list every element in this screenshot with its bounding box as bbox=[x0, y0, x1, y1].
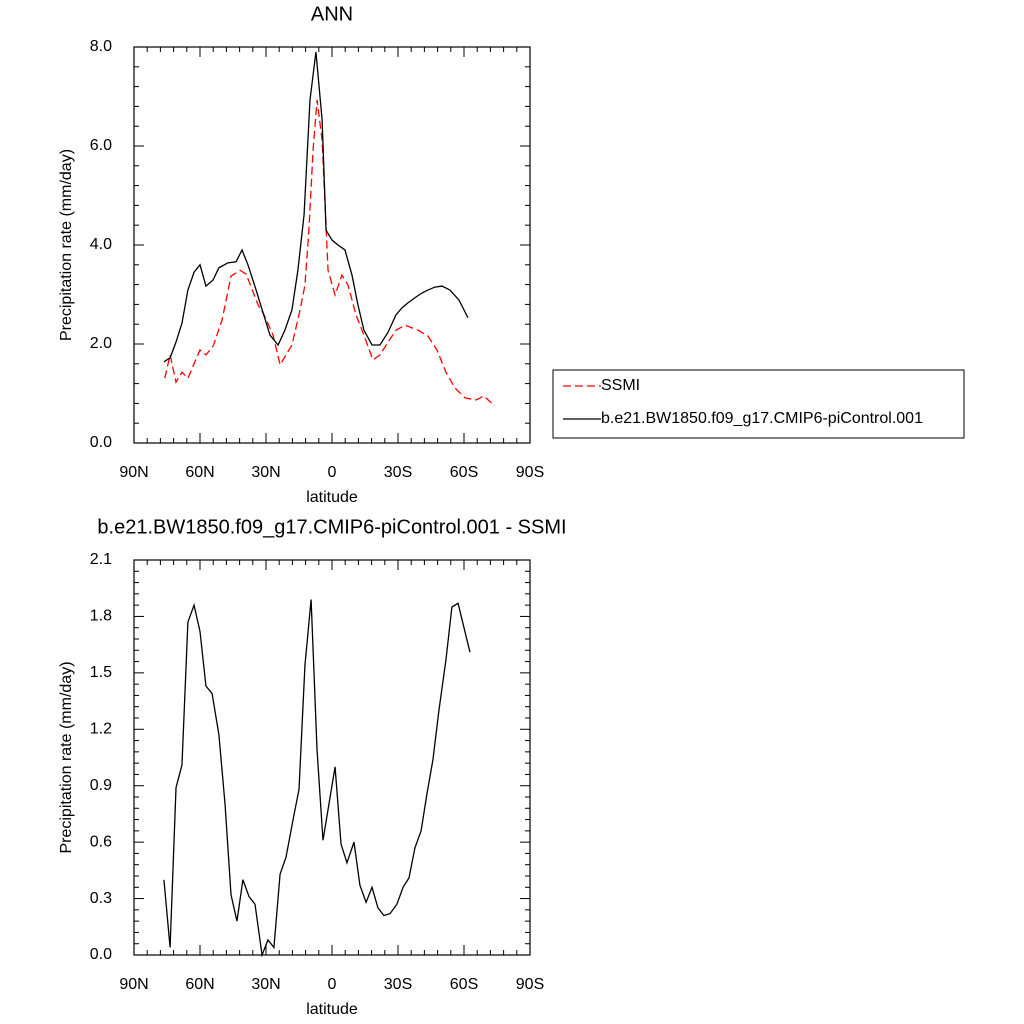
legend: SSMI b.e21.BW1850.f09_g17.CMIP6-piControl… bbox=[552, 369, 965, 439]
x-tick-label: 90N bbox=[119, 464, 148, 481]
legend-box bbox=[552, 369, 965, 439]
x-tick-label: 90S bbox=[516, 464, 544, 481]
y-tick-label: 6.0 bbox=[90, 137, 112, 154]
y-axis-label: Precipitation rate (mm/day) bbox=[58, 661, 75, 853]
x-tick-label: 60N bbox=[185, 976, 214, 993]
plot-frame bbox=[133, 46, 531, 444]
x-tick-label: 90N bbox=[119, 976, 148, 993]
x-tick-label: 0 bbox=[328, 976, 337, 993]
x-tick-label: 30S bbox=[384, 464, 412, 481]
x-tick-label: 60S bbox=[450, 976, 478, 993]
y-tick-label: 0.9 bbox=[90, 777, 112, 794]
y-tick-label: 1.5 bbox=[90, 664, 112, 681]
x-tick-label: 90S bbox=[516, 976, 544, 993]
data-line bbox=[163, 599, 471, 958]
y-tick-label: 0.3 bbox=[90, 890, 112, 907]
y-axis-label: Precipitation rate (mm/day) bbox=[58, 149, 75, 341]
x-tick-label: 30N bbox=[251, 976, 280, 993]
data-line bbox=[164, 99, 496, 407]
x-tick-label: 0 bbox=[328, 464, 337, 481]
x-axis-label: latitude bbox=[306, 1001, 358, 1018]
y-tick-label: 8.0 bbox=[90, 38, 112, 55]
x-tick-label: 30S bbox=[384, 976, 412, 993]
y-tick-label: 1.2 bbox=[90, 721, 112, 738]
y-tick-label: 1.8 bbox=[90, 608, 112, 625]
x-tick-label: 60S bbox=[450, 464, 478, 481]
y-tick-label: 2.1 bbox=[90, 551, 112, 568]
x-tick-label: 60N bbox=[185, 464, 214, 481]
x-axis-label: latitude bbox=[306, 489, 358, 506]
y-tick-label: 0.0 bbox=[90, 946, 112, 963]
plot-frame bbox=[133, 559, 531, 956]
y-tick-label: 4.0 bbox=[90, 236, 112, 253]
y-tick-label: 0.0 bbox=[90, 434, 112, 451]
chart-title: b.e21.BW1850.f09_g17.CMIP6-piControl.001… bbox=[97, 516, 566, 538]
y-tick-label: 2.0 bbox=[90, 335, 112, 352]
data-line bbox=[163, 51, 469, 363]
y-tick-label: 0.6 bbox=[90, 833, 112, 850]
legend-label: SSMI bbox=[601, 377, 640, 394]
legend-label: b.e21.BW1850.f09_g17.CMIP6-piControl.001 bbox=[601, 410, 923, 427]
chart-title: ANN bbox=[311, 3, 353, 25]
x-tick-label: 30N bbox=[251, 464, 280, 481]
